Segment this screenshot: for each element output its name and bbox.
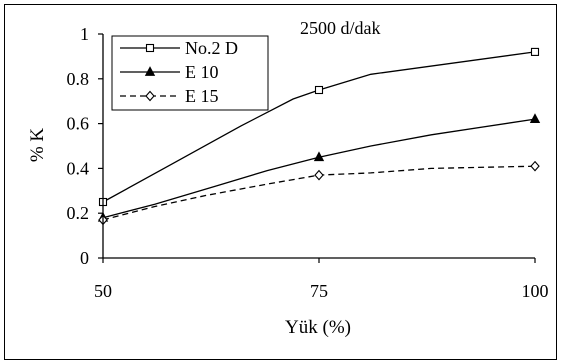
y-tick-label: 1 [80, 24, 89, 44]
legend-label-2: E 15 [185, 86, 219, 106]
series-1-point [529, 113, 541, 124]
legend-label-1: E 10 [185, 62, 219, 82]
y-axis-label: % K [27, 128, 48, 163]
series-line-0 [102, 51, 536, 203]
x-tick-label: 50 [94, 281, 112, 301]
legend: No.2 D E 10 E 15 [111, 35, 269, 111]
x-tick-label: 100 [522, 281, 549, 301]
series-2-point [314, 169, 324, 181]
legend-marker-2 [145, 90, 155, 102]
series-lines-layer [102, 51, 536, 221]
legend-marker-0 [145, 43, 155, 53]
series-0-point [314, 85, 324, 95]
y-tick-label: 0.8 [67, 69, 90, 89]
legend-label-0: No.2 D [185, 38, 238, 58]
series-1-point [313, 151, 325, 162]
series-0-point [530, 47, 540, 56]
x-ticks-layer: 50 75 100 [94, 258, 549, 301]
legend-marker-1 [144, 66, 156, 76]
series-2-point [530, 160, 540, 172]
series-line-1 [102, 118, 536, 219]
chart-annotation: 2500 d/dak [300, 18, 381, 38]
y-tick-label: 0.4 [67, 158, 90, 178]
x-axis-label: Yük (%) [285, 317, 351, 338]
y-tick-label: 0.2 [67, 203, 90, 223]
y-ticks-layer: 0 0.2 0.4 0.6 0.8 1 [67, 24, 103, 268]
y-tick-label: 0 [80, 248, 89, 268]
series-line-2 [102, 165, 536, 221]
y-tick-label: 0.6 [67, 114, 90, 134]
x-tick-label: 75 [310, 281, 328, 301]
